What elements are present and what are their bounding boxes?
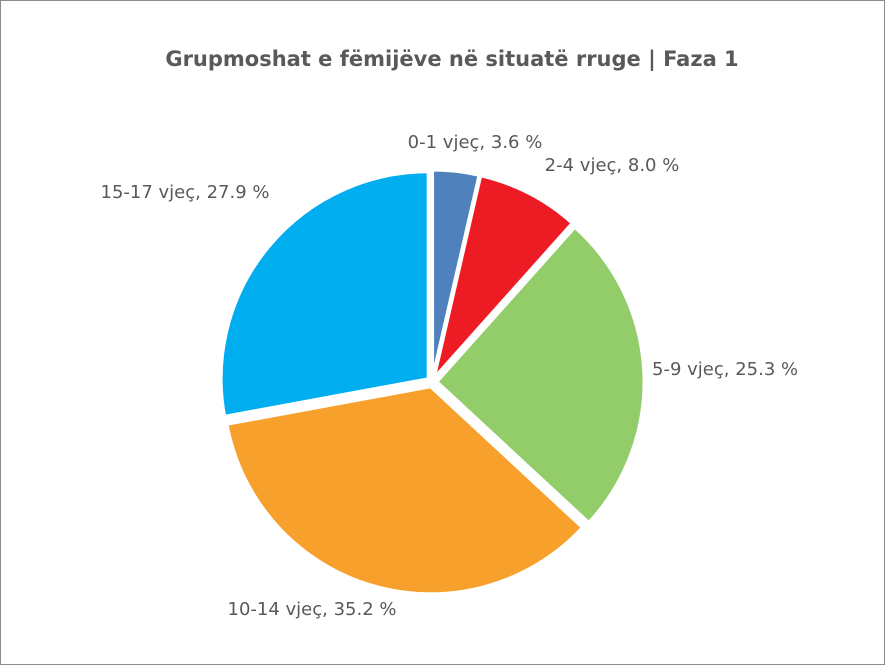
data-label: 2-4 vjeç, 8.0 % [545, 155, 680, 176]
data-label: 5-9 vjeç, 25.3 % [652, 359, 798, 380]
data-label: 15-17 vjeç, 27.9 % [101, 182, 270, 203]
pie-slice [432, 174, 575, 379]
data-label: 10-14 vjeç, 35.2 % [228, 599, 397, 620]
chart-title: Grupmoshat e fëmijëve në situatë rruge |… [165, 47, 738, 72]
data-label: 0-1 vjeç, 3.6 % [408, 132, 543, 153]
pie-slice [225, 385, 585, 596]
pie-slice [431, 168, 481, 378]
pie-slice [219, 170, 430, 419]
pie-slice [434, 225, 646, 525]
